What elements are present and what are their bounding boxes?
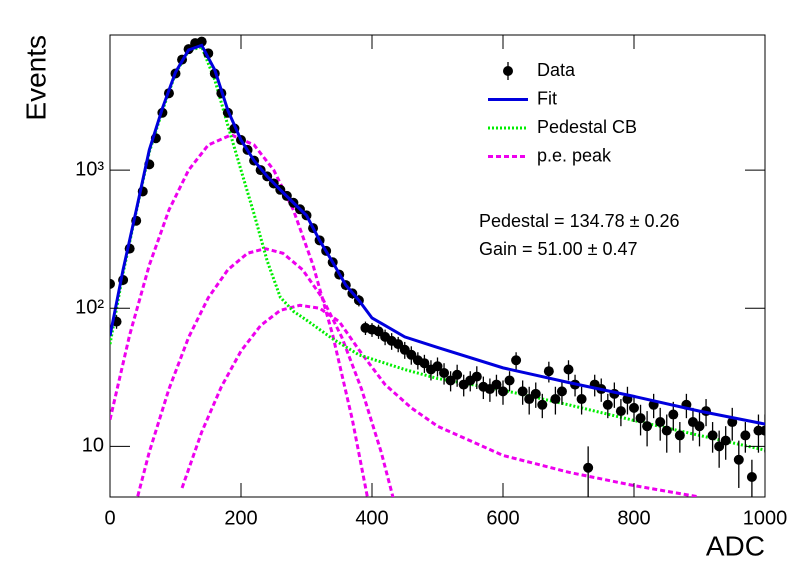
data-point bbox=[674, 430, 685, 441]
x-tick-label: 400 bbox=[355, 507, 388, 529]
x-tick-label: 800 bbox=[617, 507, 650, 529]
data-point bbox=[714, 441, 725, 452]
y-tick-label: 10 bbox=[82, 435, 104, 457]
data-point bbox=[746, 472, 757, 483]
data-point bbox=[504, 375, 515, 386]
data-point bbox=[543, 366, 554, 377]
data-point bbox=[583, 462, 594, 473]
data-point bbox=[511, 355, 522, 366]
data-point bbox=[642, 421, 653, 432]
x-tick-label: 200 bbox=[224, 507, 257, 529]
data-point bbox=[491, 379, 502, 390]
data-point bbox=[110, 278, 115, 289]
data-point bbox=[556, 386, 567, 397]
data-point bbox=[668, 409, 679, 420]
data-point bbox=[452, 369, 463, 380]
x-tick-label: 0 bbox=[104, 507, 115, 529]
y-tick-label: 10³ bbox=[75, 158, 104, 180]
data-point bbox=[733, 454, 744, 465]
curve bbox=[110, 43, 765, 426]
data-point bbox=[432, 361, 443, 372]
x-axis-label: ADC bbox=[706, 530, 765, 561]
data-point bbox=[498, 386, 508, 397]
data-point bbox=[629, 402, 639, 413]
data-point bbox=[576, 394, 587, 405]
x-tick-label: 1000 bbox=[743, 507, 788, 529]
data-point bbox=[419, 358, 430, 369]
annotation: Gain = 51.00 ± 0.47 bbox=[479, 239, 638, 259]
data-point bbox=[694, 421, 705, 432]
data-point bbox=[393, 339, 404, 350]
legend-label: Pedestal CB bbox=[537, 117, 637, 137]
data-point bbox=[445, 375, 456, 386]
data-point bbox=[550, 394, 561, 405]
data-point bbox=[655, 417, 666, 428]
y-axis-label: Events bbox=[20, 35, 51, 121]
curve bbox=[135, 247, 395, 497]
data-point bbox=[196, 36, 207, 47]
data-point bbox=[406, 349, 417, 360]
annotation: Pedestal = 134.78 ± 0.26 bbox=[479, 211, 680, 231]
plot-frame bbox=[109, 34, 766, 498]
legend-marker bbox=[503, 66, 513, 76]
data-point bbox=[661, 425, 672, 436]
data-point bbox=[615, 406, 626, 417]
data-point bbox=[517, 386, 528, 397]
data-point bbox=[439, 367, 450, 378]
data-point bbox=[537, 399, 548, 410]
y-tick-label: 10² bbox=[75, 296, 104, 318]
data-point bbox=[471, 371, 482, 382]
data-point bbox=[740, 430, 751, 441]
data-point bbox=[373, 326, 384, 337]
data-point bbox=[720, 435, 731, 446]
data-point bbox=[760, 425, 765, 436]
data-point bbox=[602, 399, 613, 410]
data-point bbox=[530, 388, 541, 399]
legend-label: Data bbox=[537, 60, 576, 80]
x-tick-label: 600 bbox=[486, 507, 519, 529]
legend-label: Fit bbox=[537, 88, 557, 108]
plot-area bbox=[110, 36, 765, 497]
data-point bbox=[707, 430, 718, 441]
legend-label: p.e. peak bbox=[537, 145, 612, 165]
data-point bbox=[635, 413, 646, 424]
data-point bbox=[563, 364, 574, 375]
